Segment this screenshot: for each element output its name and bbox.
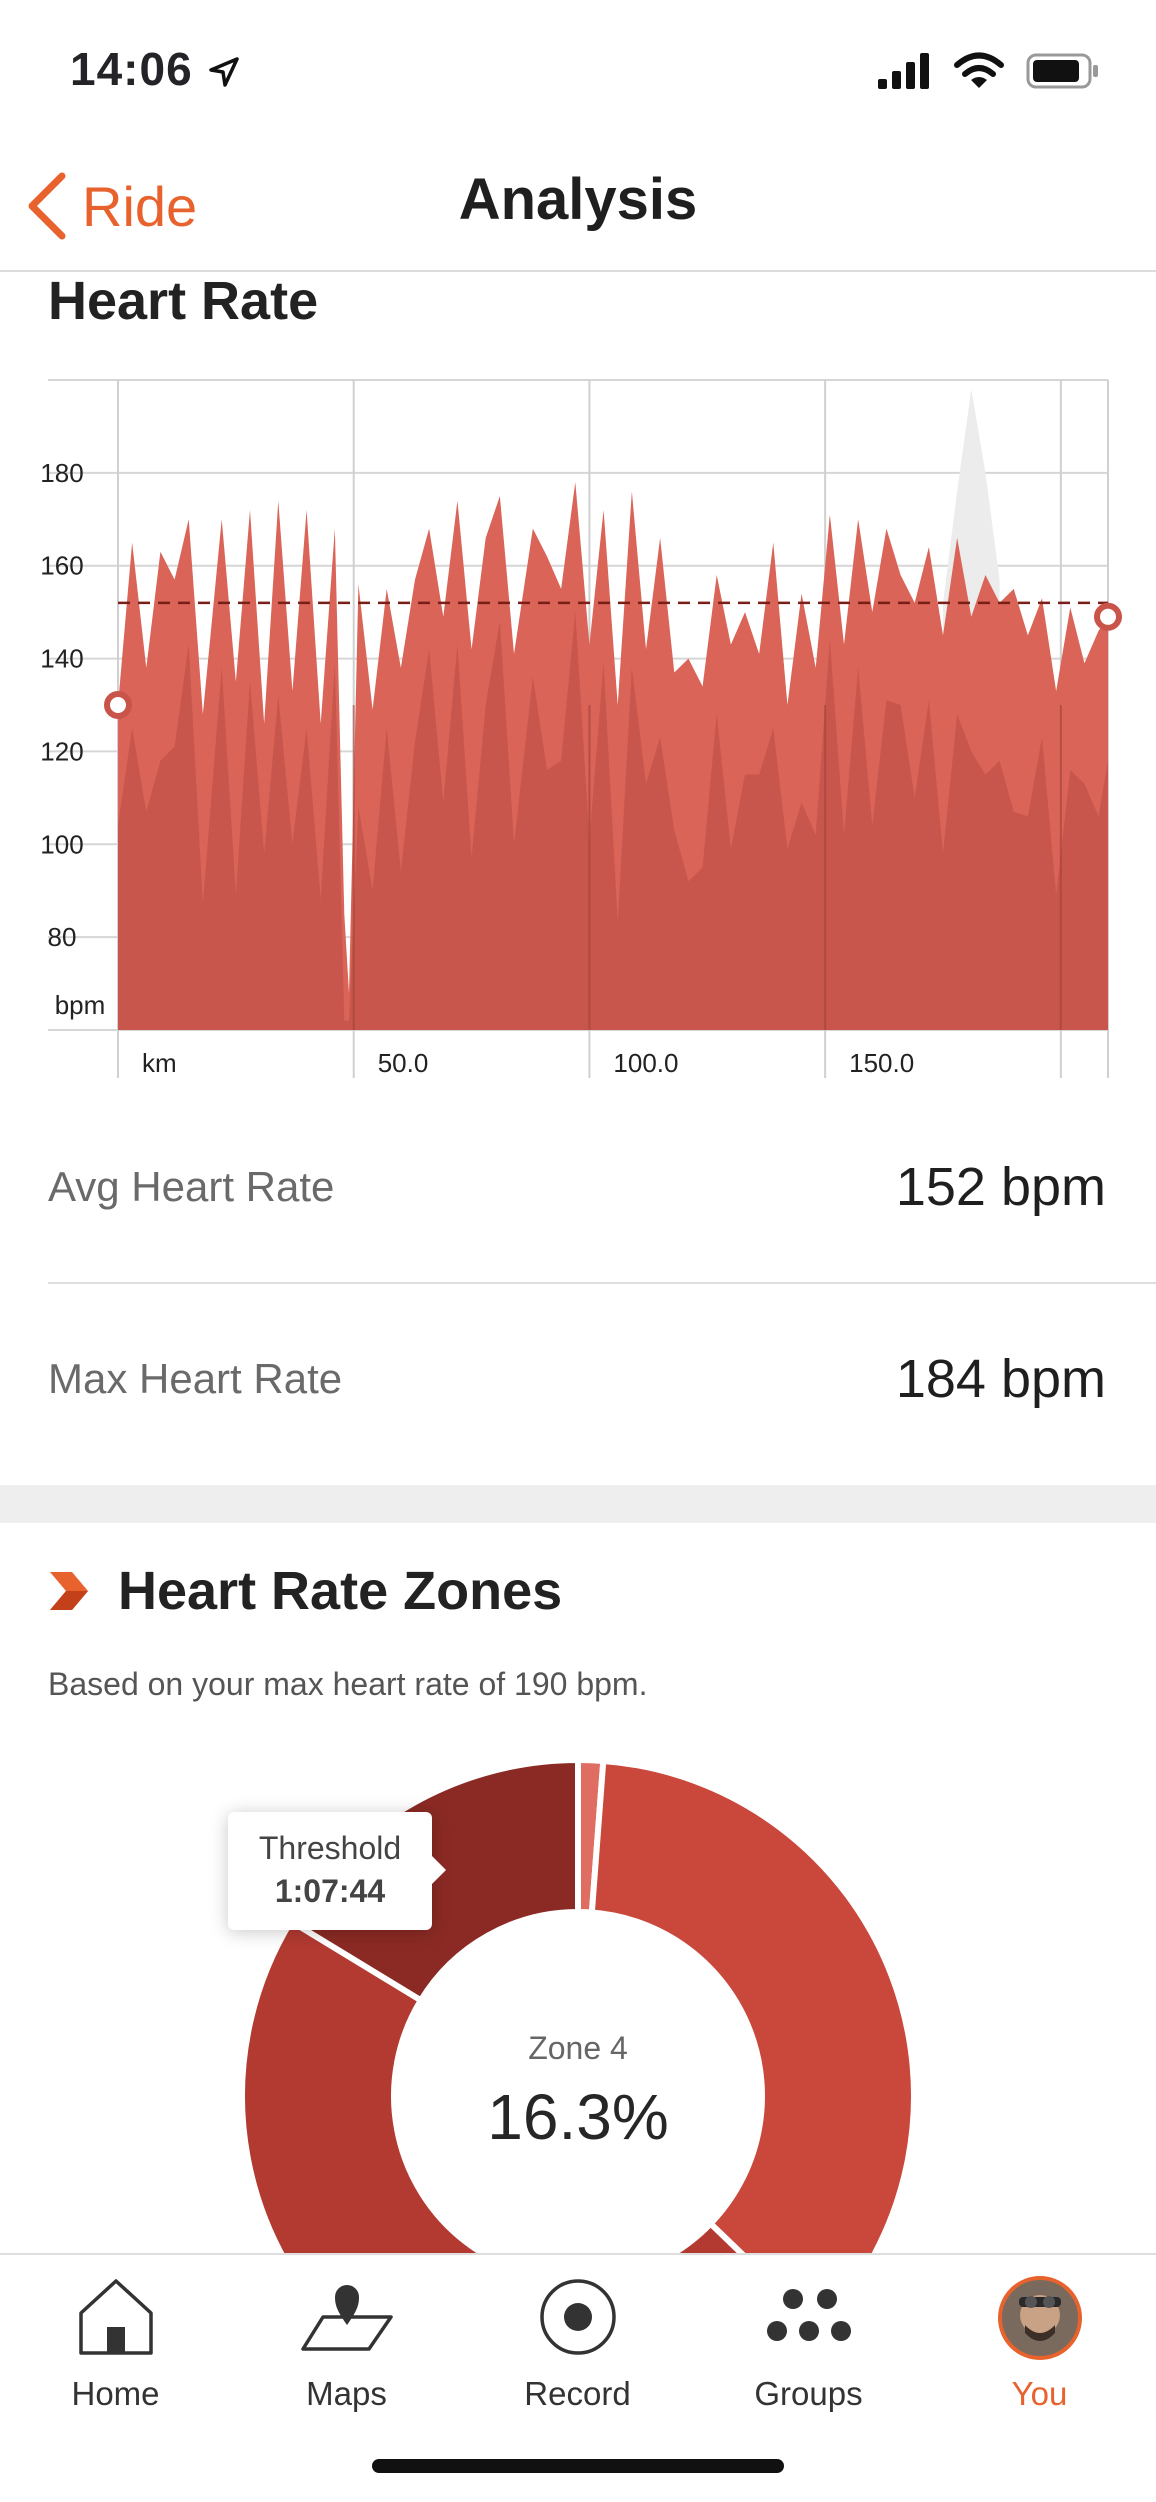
avg-heart-rate-row: Avg Heart Rate 152 bpm xyxy=(48,1092,1156,1282)
heart-rate-chart[interactable]: 180 160 140 120 100 80 bpm km 50.0 100.0 150.0 xyxy=(0,370,1156,1090)
donut-slice[interactable] xyxy=(588,1757,918,2260)
wifi-icon xyxy=(954,52,1004,88)
divider xyxy=(48,1282,1156,1284)
tab-groups[interactable]: Groups xyxy=(693,2255,924,2455)
y-tick-label: 80 xyxy=(48,922,77,952)
record-icon xyxy=(539,2279,616,2355)
location-arrow-icon xyxy=(209,57,239,87)
zones-title: Heart Rate Zones xyxy=(118,1561,563,1621)
x-tick-label: 100.0 xyxy=(613,1048,678,1078)
back-button[interactable]: Ride xyxy=(24,170,197,242)
tab-home-label: Home xyxy=(71,2375,160,2412)
groups-icon xyxy=(766,2289,851,2341)
y-tick-label: 100 xyxy=(40,829,83,859)
avg-heart-rate-label: Avg Heart Rate xyxy=(48,1163,335,1210)
tab-home[interactable]: Home xyxy=(0,2255,231,2455)
avatar-icon xyxy=(997,2276,1082,2360)
tab-you[interactable]: You xyxy=(924,2255,1155,2455)
page-title: Analysis xyxy=(458,167,698,232)
battery-icon xyxy=(1026,53,1098,89)
tab-record-label: Record xyxy=(524,2375,631,2412)
home-icon xyxy=(78,2279,153,2355)
map-icon xyxy=(300,2285,393,2351)
zones-donut-chart[interactable] xyxy=(0,1740,1156,2260)
donut-slice[interactable] xyxy=(239,1917,820,2260)
zones-header: Heart Rate Zones xyxy=(48,1560,562,1622)
zones-donut-svg xyxy=(239,1756,918,2260)
heart-rate-chart-svg: 180 160 140 120 100 80 bpm km 50.0 100.0 150.0 xyxy=(40,379,1122,1078)
avg-heart-rate-value: 152 bpm xyxy=(895,1157,1106,1217)
tab-groups-label: Groups xyxy=(754,2375,863,2412)
summit-chevron-icon xyxy=(50,1572,88,1610)
home-indicator xyxy=(372,2459,784,2473)
y-tick-label: 160 xyxy=(40,551,83,581)
tab-maps-label: Maps xyxy=(306,2375,387,2412)
tab-record[interactable]: Record xyxy=(462,2255,693,2455)
donut-center-label: Zone 4 xyxy=(528,2030,628,2066)
y-tick-label: 140 xyxy=(40,644,83,674)
tooltip-value: 1:07:44 xyxy=(274,1873,386,1909)
status-time: 14:06 xyxy=(70,43,193,95)
donut-center-value: 16.3% xyxy=(487,2081,669,2153)
y-tick-label: 180 xyxy=(40,458,83,488)
end-marker xyxy=(1094,602,1122,631)
y-axis-label: bpm xyxy=(55,990,106,1020)
back-label: Ride xyxy=(82,174,198,238)
max-heart-rate-label: Max Heart Rate xyxy=(48,1355,343,1402)
tooltip-label: Threshold xyxy=(258,1830,402,1866)
heart-rate-area-shade xyxy=(118,612,1108,1030)
zones-subtitle: Based on your max heart rate of 190 bpm. xyxy=(48,1666,648,1702)
start-marker xyxy=(104,691,132,719)
heart-rate-title: Heart Rate xyxy=(48,271,319,331)
tab-maps[interactable]: Maps xyxy=(231,2255,462,2455)
section-separator xyxy=(0,1485,1156,1523)
x-tick-label: 50.0 xyxy=(378,1048,429,1078)
status-bar: 14:06 xyxy=(0,0,1156,140)
max-heart-rate-value: 184 bpm xyxy=(895,1349,1106,1409)
y-tick-label: 120 xyxy=(40,736,83,766)
max-heart-rate-row: Max Heart Rate 184 bpm xyxy=(48,1284,1156,1474)
x-tick-label: 150.0 xyxy=(849,1048,914,1078)
signal-icon xyxy=(878,53,929,89)
tab-you-label: You xyxy=(1011,2375,1068,2412)
zone-tooltip: Threshold 1:07:44 xyxy=(228,1812,446,1930)
nav-header: Ride Analysis xyxy=(0,140,1156,272)
x-axis-label: km xyxy=(142,1048,177,1078)
chevron-left-icon xyxy=(28,172,66,240)
